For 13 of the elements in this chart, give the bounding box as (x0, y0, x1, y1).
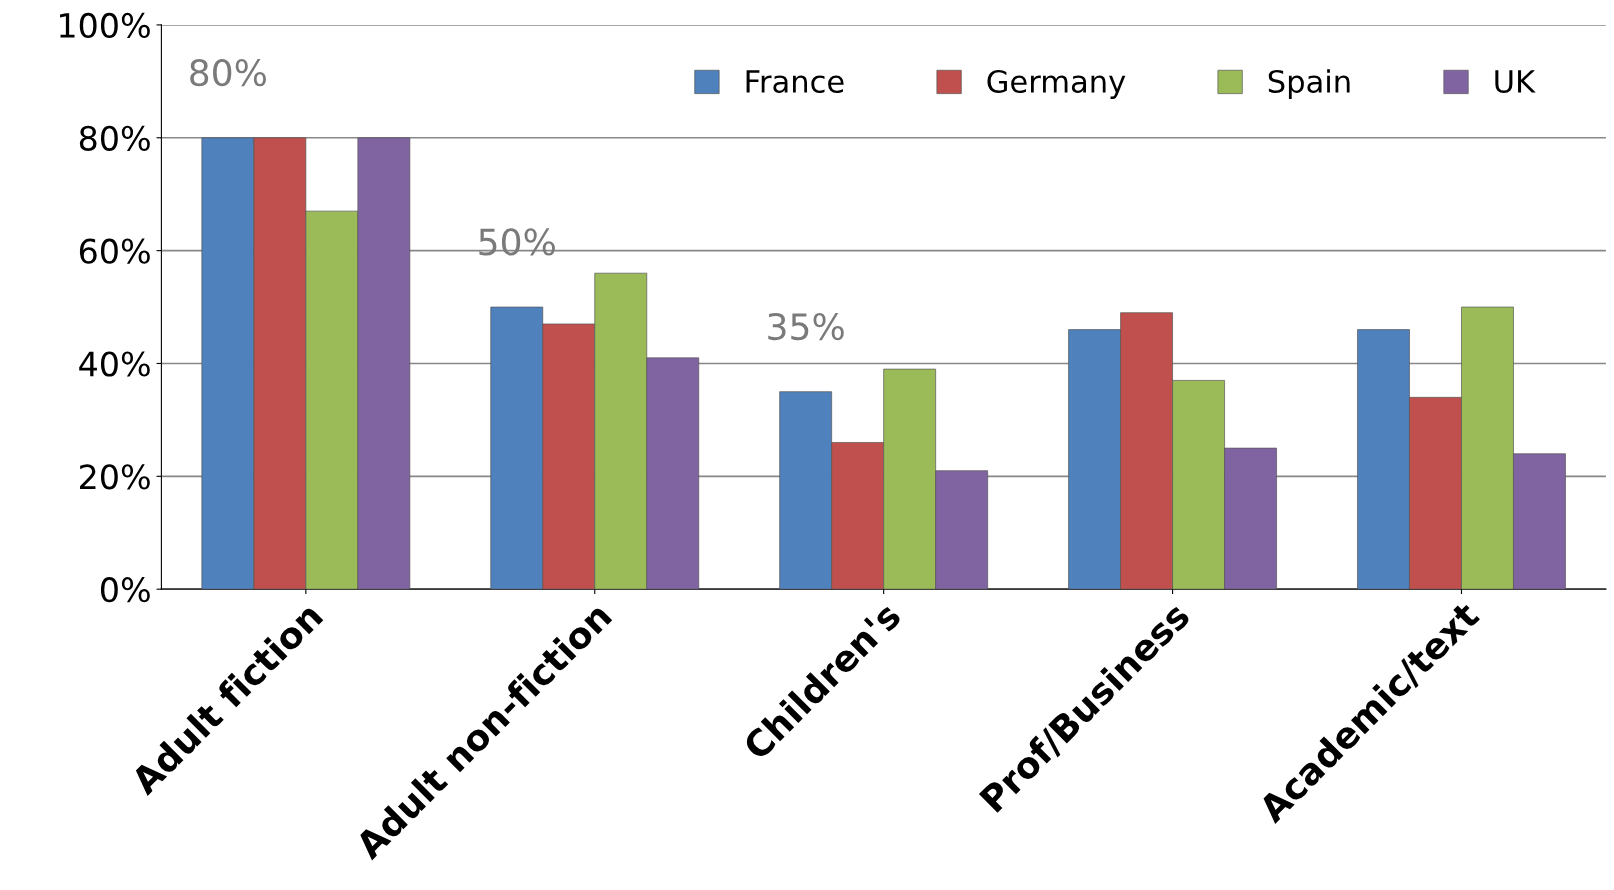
y-tick-label: 40% (79, 351, 150, 377)
data-label: 80% (190, 59, 266, 87)
legend-label: France (746, 70, 844, 93)
y-tick-label: 80% (79, 125, 150, 151)
y-tick-label: 20% (80, 464, 150, 490)
y-tick-label: 60% (79, 238, 150, 264)
data-label: 50% (479, 228, 555, 256)
legend-label: Spain (1268, 69, 1350, 99)
legend-label: UK (1495, 70, 1536, 93)
legend-label: Germany (987, 69, 1126, 99)
y-tick-label: 0% (101, 577, 150, 603)
y-tick-label: 100% (60, 12, 150, 39)
data-label: 35% (768, 312, 844, 341)
